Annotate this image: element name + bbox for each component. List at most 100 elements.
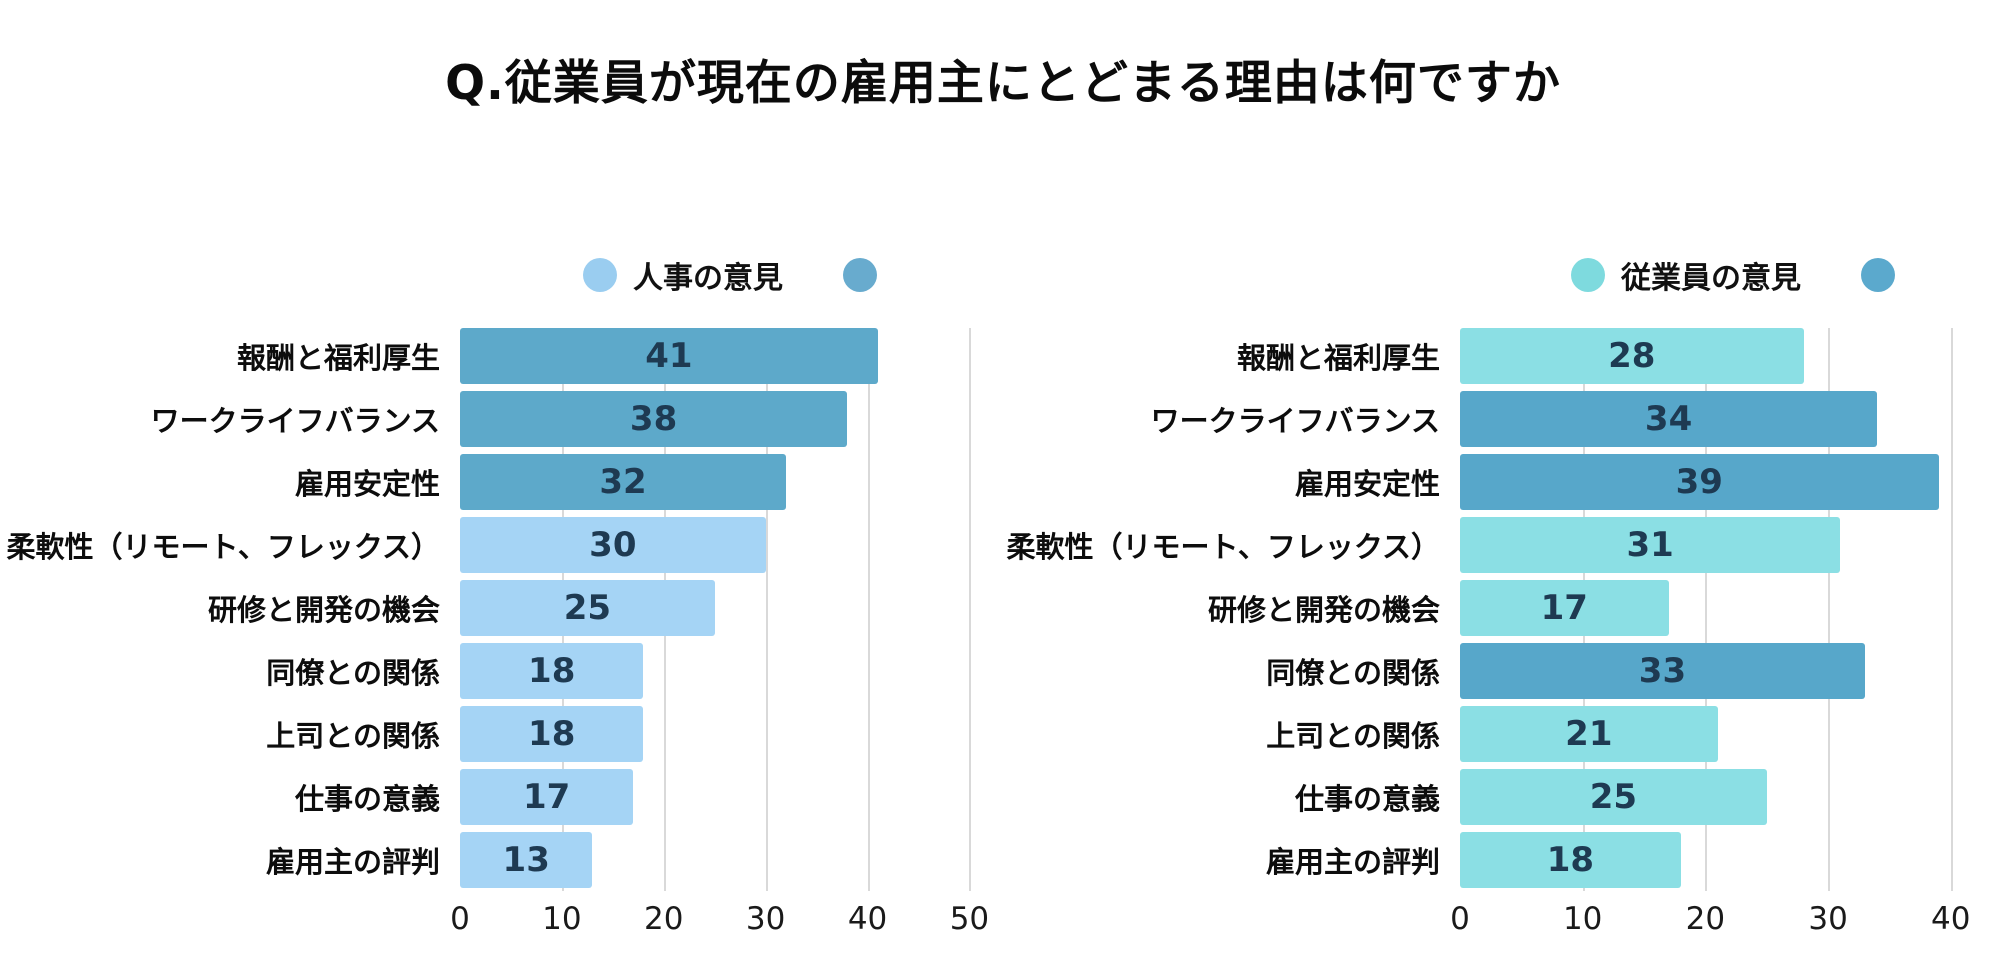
bar-value-label: 25: [1589, 777, 1638, 817]
category-label: 上司との関係: [1266, 719, 1440, 753]
bar-value-label: 28: [1608, 336, 1656, 376]
bar-value-label: 18: [528, 651, 576, 691]
x-axis-tick-label: 30: [745, 901, 786, 937]
category-label: 柔軟性（リモート、フレックス）: [6, 530, 440, 564]
bar-row: 21: [1460, 706, 2006, 762]
bar-row: 28: [1460, 328, 2006, 384]
bar-value-label: 30: [589, 525, 637, 565]
gridline: [969, 328, 972, 891]
bar-row: 18: [460, 706, 1000, 762]
bar-value-label: 34: [1644, 399, 1693, 439]
bar: 18: [1460, 832, 1681, 888]
bar-row: 32: [460, 454, 1000, 510]
legend-dot: [1571, 258, 1605, 292]
category-label: ワークライフバランス: [1150, 404, 1440, 438]
bar: 31: [1460, 517, 1841, 573]
gridline: [867, 328, 870, 891]
bar-value-label: 41: [645, 336, 693, 376]
bar: 38: [460, 391, 848, 447]
x-axis: 0 10 20 30 40 50: [450, 901, 1000, 945]
category-label: 雇用主の評判: [1265, 845, 1440, 879]
plot-area: 報酬と福利厚生ワークライフバランス雇用安定性柔軟性（リモート、フレックス） 研修と…: [6, 328, 1000, 895]
legend-dot: [843, 258, 877, 292]
bar-row: 41: [460, 328, 1000, 384]
bar-value-label: 13: [502, 840, 550, 880]
bars-area: 41 38 32 30 25 18 18 17 13: [460, 328, 1000, 895]
category-label: 報酬と福利厚生: [1236, 341, 1440, 375]
category-label: 同僚との関係: [266, 656, 440, 690]
bar: 13: [460, 832, 593, 888]
bar: 41: [460, 328, 878, 384]
x-axis-tick-label: 20: [1685, 901, 1726, 937]
legend: 人事の意見: [460, 258, 1000, 296]
bar: 32: [460, 454, 787, 510]
x-axis-tick-label: 0: [450, 901, 470, 937]
x-axis-tick-label: 20: [644, 901, 684, 937]
bar: 39: [1460, 454, 1939, 510]
category-labels-column: 報酬と福利厚生ワークライフバランス雇用安定性柔軟性（リモート、フレックス） 研修と…: [1006, 328, 1460, 895]
bar-value-label: 17: [1540, 588, 1588, 628]
x-axis-tick-label: 10: [542, 901, 582, 937]
bar-value-label: 39: [1675, 462, 1723, 502]
bar: 18: [460, 706, 644, 762]
bar-value-label: 18: [1546, 840, 1595, 880]
bar: 21: [1460, 706, 1718, 762]
bar-value-label: 17: [522, 777, 571, 817]
x-axis-tick-label: 0: [1450, 901, 1470, 937]
bar-row: 13: [460, 832, 1000, 888]
gridline: [1828, 328, 1831, 891]
category-labels-column: 報酬と福利厚生ワークライフバランス雇用安定性柔軟性（リモート、フレックス） 研修と…: [6, 328, 460, 895]
x-axis-tick-label: 40: [847, 901, 888, 937]
legend-dot: [1861, 258, 1895, 292]
bar-row: 18: [1460, 832, 2006, 888]
bar-row: 31: [1460, 517, 2006, 573]
category-label: 雇用主の評判: [265, 845, 440, 879]
x-axis-tick-label: 30: [1808, 901, 1848, 937]
category-label: 同僚との関係: [1266, 656, 1440, 690]
bar-value-label: 38: [629, 399, 678, 439]
plot-area: 報酬と福利厚生ワークライフバランス雇用安定性柔軟性（リモート、フレックス） 研修と…: [1006, 328, 2006, 895]
category-label: 仕事の意義: [294, 782, 440, 816]
bar-row: 17: [1460, 580, 2006, 636]
category-label: 雇用安定性: [1294, 467, 1440, 501]
bar: 18: [460, 643, 644, 699]
x-axis-tick-label: 40: [1931, 901, 1971, 937]
gridline: [1705, 328, 1708, 891]
bar-row: 17: [460, 769, 1000, 825]
x-axis: 0 10 20 30 40: [1450, 901, 2006, 945]
bar-value-label: 18: [528, 714, 576, 754]
bar: 17: [1460, 580, 1669, 636]
bar: 25: [1460, 769, 1767, 825]
bar-row: 30: [460, 517, 1000, 573]
charts-row: 人事の意見 報酬と福利厚生ワークライフバランス雇用安定性柔軟性（リモート、フレッ…: [0, 258, 2006, 945]
bar: 33: [1460, 643, 1865, 699]
category-label: 仕事の意義: [1294, 782, 1440, 816]
chart-employee-opinion: 従業員の意見 報酬と福利厚生ワークライフバランス雇用安定性柔軟性（リモート、フレ…: [1006, 258, 2006, 945]
category-label: 報酬と福利厚生: [236, 341, 440, 375]
bar: 34: [1460, 391, 1878, 447]
category-label: 雇用安定性: [294, 467, 440, 501]
legend-label: 人事の意見: [633, 261, 783, 296]
bar-row: 25: [460, 580, 1000, 636]
category-label: 研修と開発の機会: [1207, 593, 1440, 627]
bar-value-label: 31: [1626, 525, 1674, 565]
x-axis-tick-label: 50: [949, 901, 990, 937]
bar-row: 18: [460, 643, 1000, 699]
bar: 17: [460, 769, 634, 825]
gridline: [1950, 328, 1953, 891]
bar-row: 25: [1460, 769, 2006, 825]
bar: 30: [460, 517, 766, 573]
category-label: 研修と開発の機会: [207, 593, 440, 627]
bar: 28: [1460, 328, 1804, 384]
bar-row: 34: [1460, 391, 2006, 447]
bar-value-label: 25: [563, 588, 612, 628]
page-title: Q.従業員が現在の雇用主にとどまる理由は何ですか: [445, 56, 1561, 111]
category-label: 柔軟性（リモート、フレックス）: [1006, 530, 1440, 564]
category-label: ワークライフバランス: [150, 404, 440, 438]
x-axis-tick-label: 10: [1562, 901, 1603, 937]
bar-row: 39: [1460, 454, 2006, 510]
legend: 従業員の意見: [1460, 258, 2006, 296]
bar: 25: [460, 580, 715, 636]
chart-hr-opinion: 人事の意見 報酬と福利厚生ワークライフバランス雇用安定性柔軟性（リモート、フレッ…: [6, 258, 1000, 945]
bar-row: 38: [460, 391, 1000, 447]
